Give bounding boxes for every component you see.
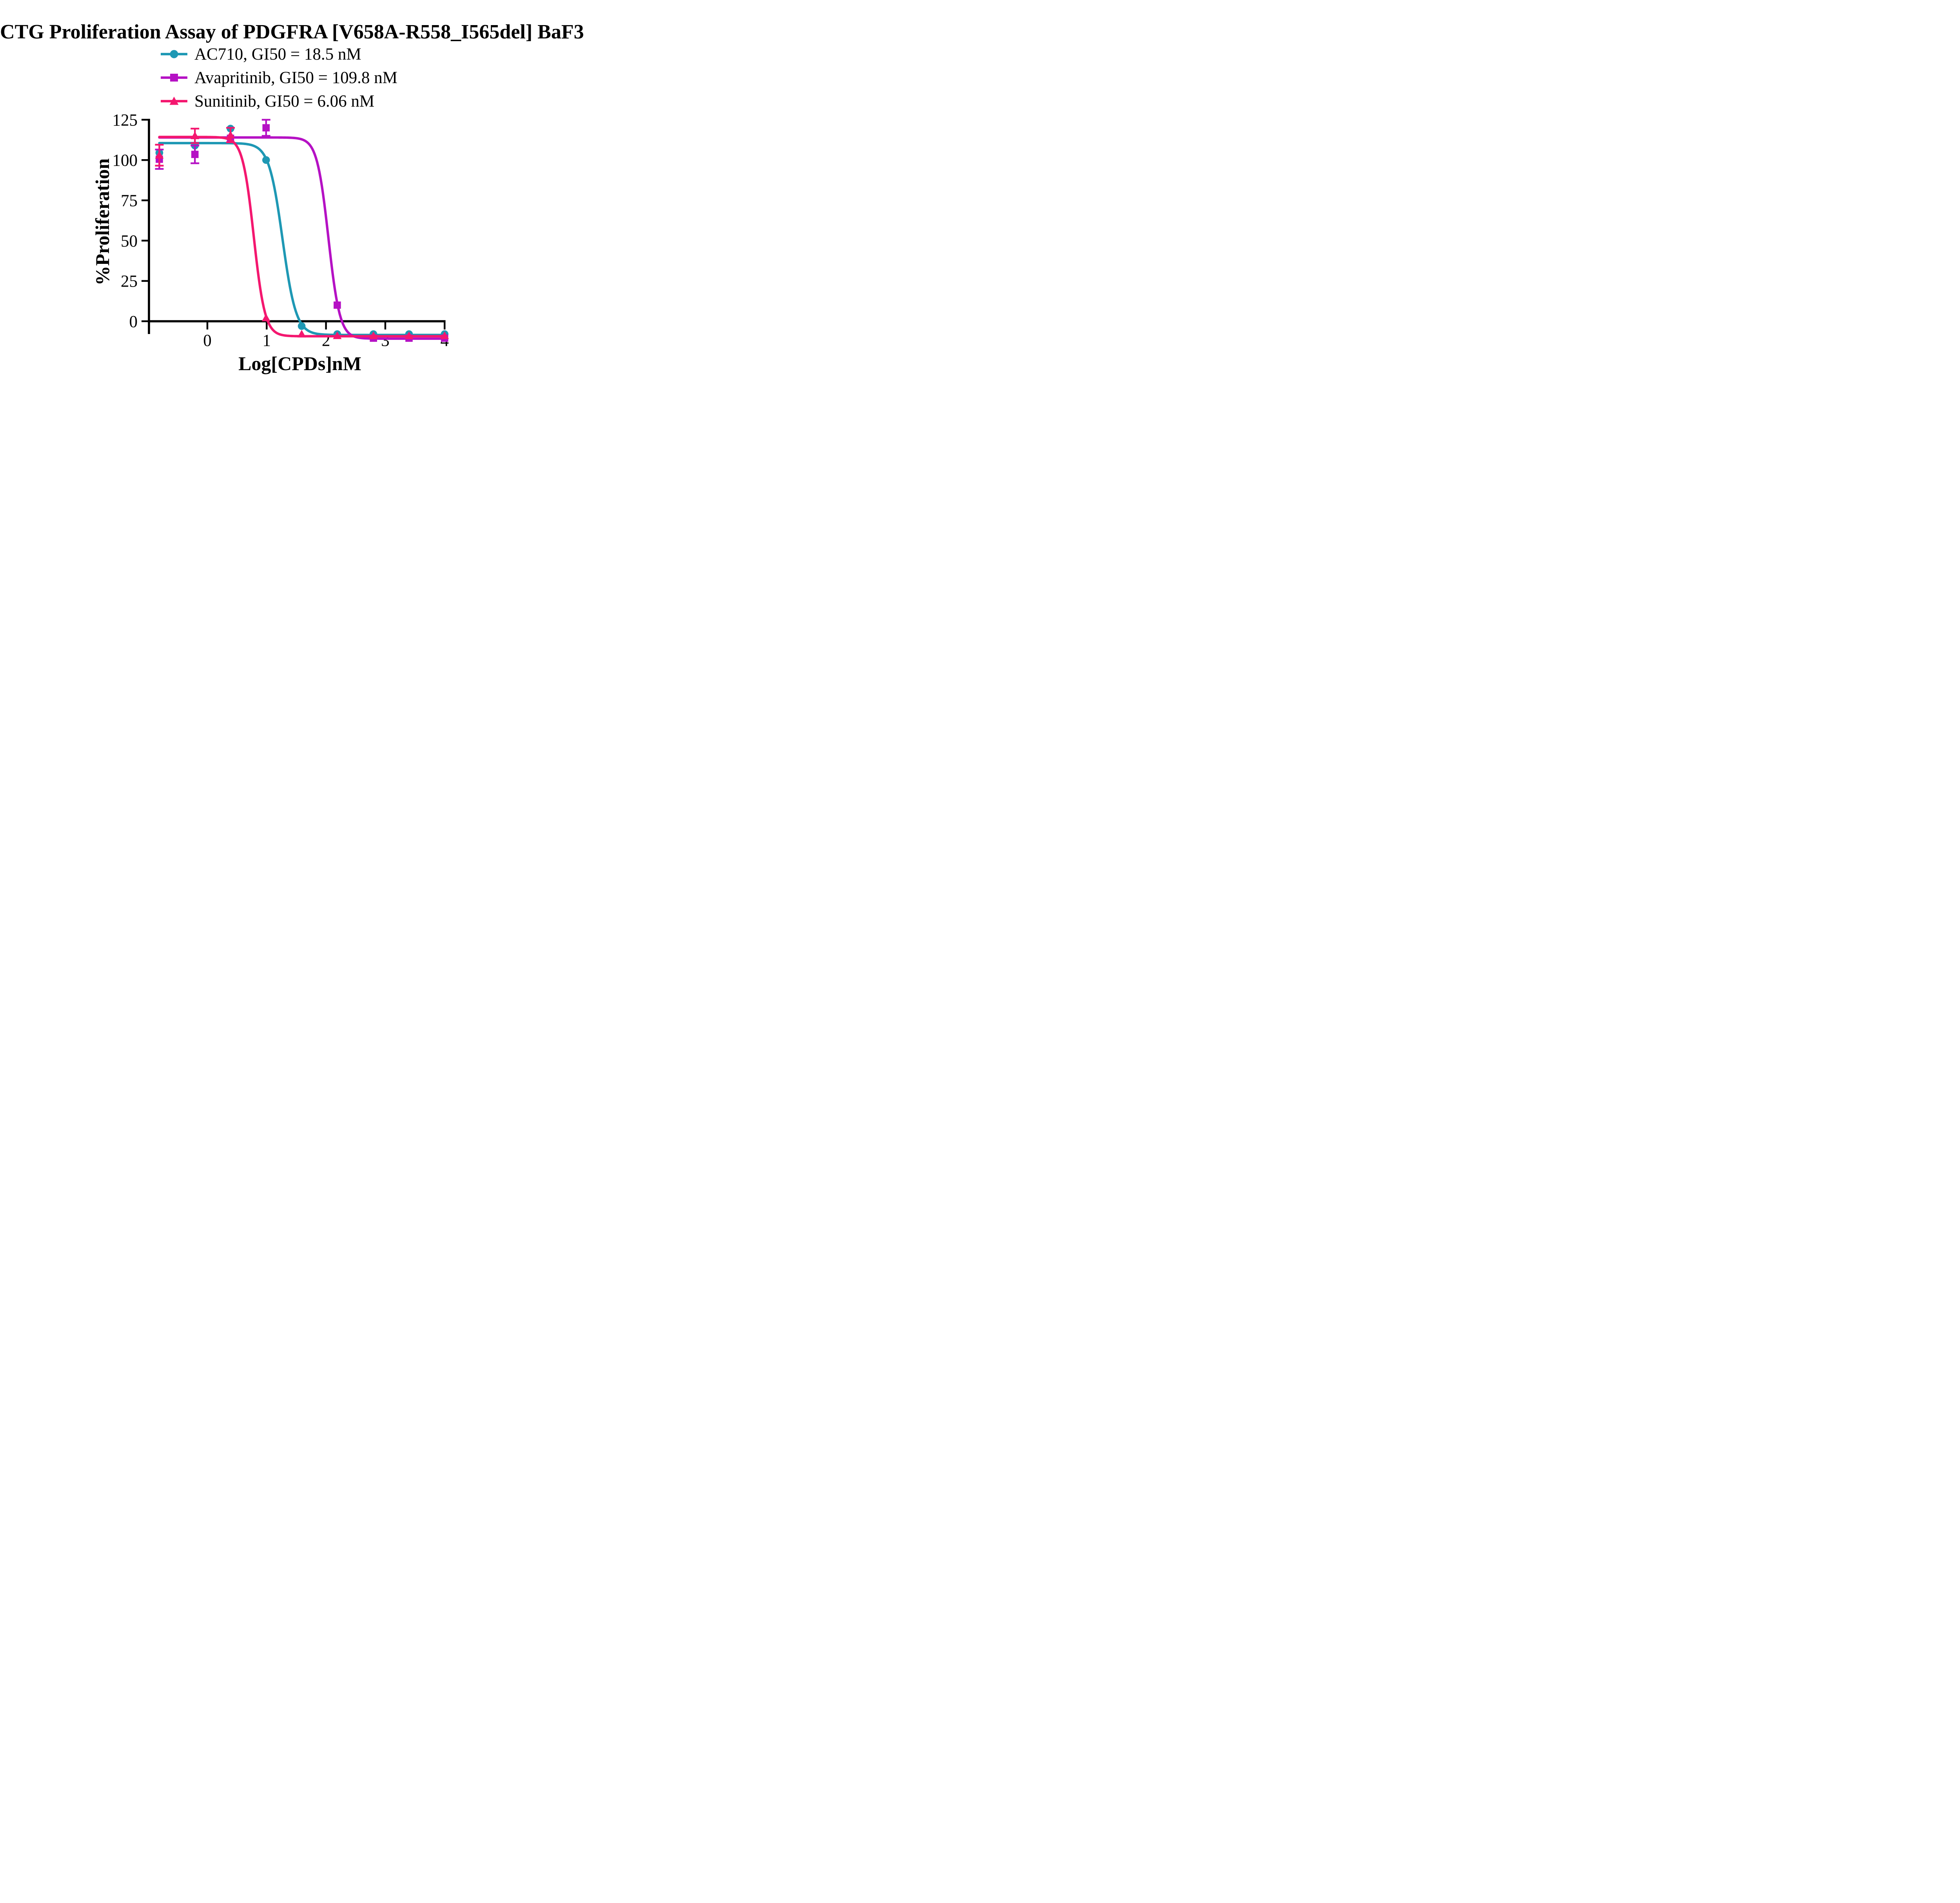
series-ac710-curve bbox=[158, 142, 445, 336]
legend-marker-triangle-icon bbox=[161, 96, 187, 105]
y-tick-label: 100 bbox=[113, 151, 138, 170]
triangle-icon bbox=[169, 96, 179, 105]
y-tick-label: 25 bbox=[121, 272, 138, 291]
series-ac710-marker-circle bbox=[298, 322, 306, 330]
legend-label-sunitinib: Sunitinib, GI50 = 6.06 nM bbox=[194, 92, 375, 111]
series-sunitinib-marker-triangle bbox=[440, 331, 449, 339]
y-tick-label: 50 bbox=[121, 232, 138, 251]
y-tick-label: 0 bbox=[129, 312, 138, 331]
series-sunitinib-marker-triangle bbox=[261, 314, 270, 321]
legend-label-avapritinib: Avapritinib, GI50 = 109.8 nM bbox=[194, 68, 397, 87]
series-ac710-marker-circle bbox=[262, 156, 270, 164]
series-sunitinib-marker-triangle bbox=[155, 151, 164, 159]
legend-item-ac710: AC710, GI50 = 18.5 nM bbox=[160, 42, 397, 66]
x-tick-label: 1 bbox=[263, 331, 271, 350]
series-sunitinib-marker-triangle bbox=[333, 331, 342, 339]
legend-label-ac710: AC710, GI50 = 18.5 nM bbox=[194, 45, 361, 64]
series-sunitinib-marker-triangle bbox=[191, 131, 200, 140]
series-sunitinib-marker-triangle bbox=[226, 131, 235, 138]
legend-marker-square-icon bbox=[161, 74, 187, 82]
figure: CTG Proliferation Assay of PDGFRA [V658A… bbox=[0, 0, 590, 381]
y-tick-label: 125 bbox=[113, 111, 138, 129]
y-tick-label: 75 bbox=[121, 192, 138, 210]
legend-marker-circle-icon bbox=[161, 50, 187, 58]
legend: AC710, GI50 = 18.5 nM Avapritinib, GI50 … bbox=[160, 42, 397, 113]
legend-item-sunitinib: Sunitinib, GI50 = 6.06 nM bbox=[160, 89, 397, 113]
series-sunitinib-marker-triangle bbox=[369, 331, 378, 339]
series-sunitinib-marker-triangle bbox=[297, 330, 306, 338]
series-avapritinib-marker-square bbox=[191, 151, 199, 158]
series-avapritinib-marker-square bbox=[262, 124, 270, 132]
series-avapritinib-marker-square bbox=[334, 301, 341, 309]
series-avapritinib-curve bbox=[158, 136, 445, 340]
series-sunitinib-marker-triangle bbox=[405, 331, 414, 339]
chart-plot-area: 025507510012501234 bbox=[113, 111, 449, 350]
series-sunitinib-curve bbox=[158, 136, 445, 338]
legend-item-avapritinib: Avapritinib, GI50 = 109.8 nM bbox=[160, 66, 397, 89]
square-icon bbox=[170, 74, 178, 82]
circle-icon bbox=[170, 50, 178, 58]
x-axis-title: Log[CPDs]nM bbox=[238, 352, 361, 374]
x-tick-label: 0 bbox=[203, 331, 212, 350]
chart-title: CTG Proliferation Assay of PDGFRA [V658A… bbox=[0, 21, 590, 43]
